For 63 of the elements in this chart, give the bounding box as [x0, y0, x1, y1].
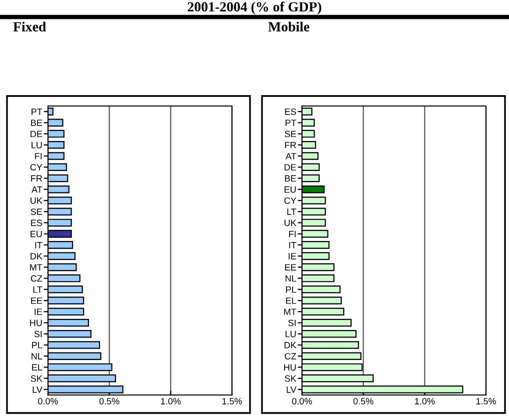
y-tick-label: EU [30, 230, 42, 238]
y-tick-label: LV [32, 386, 42, 393]
y-tick-label: PL [32, 342, 42, 348]
y-tick-label: DK [284, 342, 296, 348]
chart-title: Fixed [13, 22, 46, 32]
x-tick-label: 0.5% [353, 398, 374, 404]
y-tick-label: FI [35, 153, 42, 160]
y-tick-label: CY [30, 164, 42, 170]
x-tick-label: 1.0% [415, 398, 435, 404]
y-tick-label: IT [35, 242, 42, 248]
y-tick-label: IE [288, 253, 296, 260]
y-tick-label: PL [286, 286, 296, 293]
y-tick-label: IE [34, 308, 42, 315]
y-tick-label: DK [30, 253, 42, 260]
y-tick-label: MT [30, 264, 42, 270]
chart-title: Mobile [268, 22, 310, 32]
y-tick-label: NL [286, 275, 296, 282]
y-tick-label: SE [284, 130, 296, 138]
y-tick-label: AT [32, 186, 42, 193]
y-tick-label: FI [289, 230, 296, 238]
y-tick-label: FR [31, 175, 42, 182]
y-tick-label: BE [285, 175, 296, 182]
y-tick-label: EL [32, 364, 42, 370]
y-tick-label: EL [286, 298, 296, 304]
y-tick-label: IT [289, 242, 296, 248]
y-tick-label: PT [286, 120, 296, 126]
y-tick-label: ES [285, 108, 296, 115]
y-tick-label: SI [288, 320, 296, 326]
y-tick-label: SK [284, 375, 296, 382]
y-tick-label: DE [284, 164, 296, 170]
y-tick-label: DE [30, 130, 42, 138]
y-tick-label: NL [32, 353, 42, 360]
y-tick-label: LU [286, 330, 296, 338]
y-tick-label: BE [31, 120, 42, 126]
y-tick-label: LT [33, 286, 42, 293]
x-tick-label: 1.5% [476, 398, 496, 404]
x-tick-label: 1.5% [222, 398, 242, 404]
y-tick-label: CZ [30, 275, 42, 282]
y-tick-label: LU [32, 142, 42, 148]
y-tick-label: CZ [284, 353, 296, 360]
y-tick-label: HU [30, 320, 42, 326]
y-tick-label: EE [31, 298, 42, 304]
y-tick-label: ES [31, 220, 42, 226]
y-tick-label: SI [34, 330, 42, 338]
y-tick-label: SK [30, 375, 42, 382]
x-tick-label: 1.0% [161, 398, 181, 404]
y-tick-label: SE [30, 208, 42, 215]
y-tick-label: FR [285, 142, 296, 148]
y-tick-label: MT [284, 308, 296, 315]
y-tick-label: LT [287, 208, 296, 215]
y-tick-label: PT [32, 108, 42, 115]
y-tick-label: UK [30, 198, 42, 204]
x-tick-label: 0.0% [38, 398, 58, 404]
x-tick-label: 0.0% [292, 398, 312, 404]
text: 2001-2004 (% of GDP) [188, 2, 322, 14]
y-tick-label: HU [284, 364, 296, 371]
x-tick-label: 0.5% [99, 398, 120, 404]
y-tick-label: AT [286, 153, 296, 160]
y-tick-label: LV [286, 386, 296, 393]
y-tick-label: EE [285, 264, 296, 270]
y-tick-label: CY [284, 197, 296, 204]
y-tick-label: EU [284, 186, 296, 193]
y-tick-label: UK [284, 220, 296, 226]
